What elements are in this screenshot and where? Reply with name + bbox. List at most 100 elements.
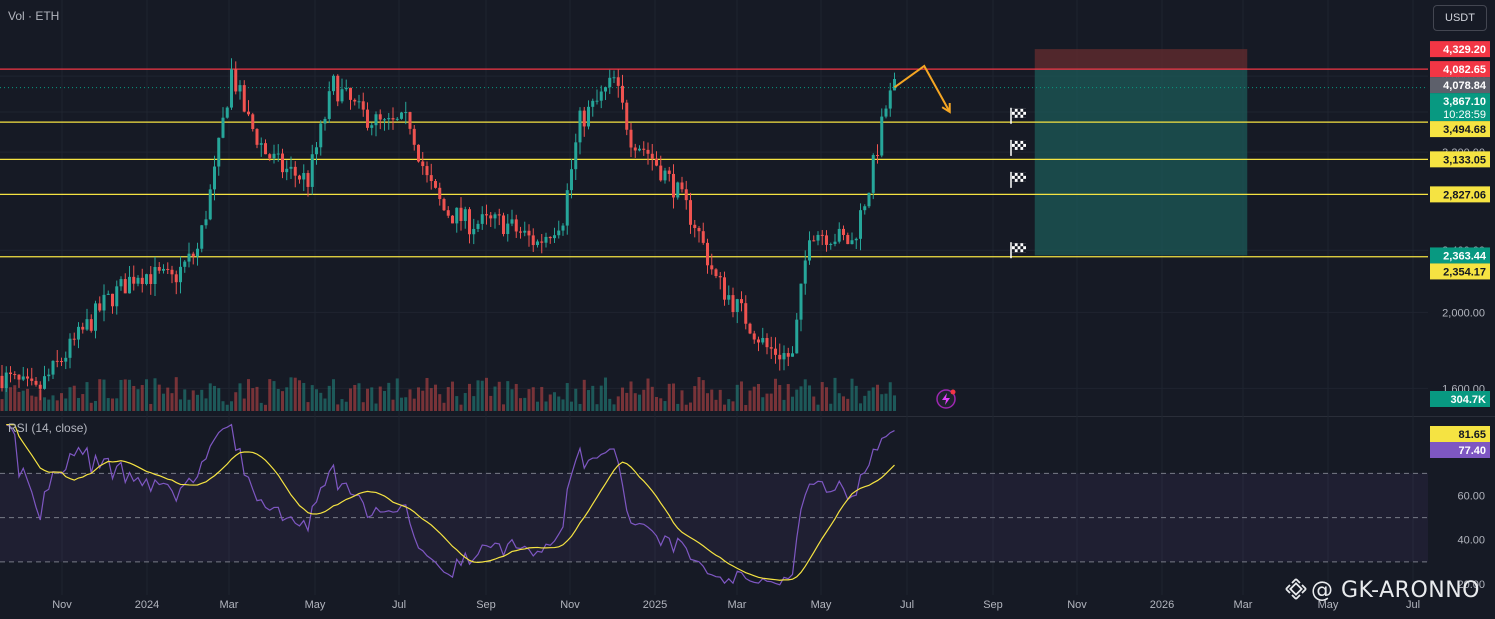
volume-bar [366, 388, 369, 411]
x-tick-label: Mar [1234, 599, 1253, 611]
candle-body [276, 153, 280, 155]
volume-bar [731, 401, 735, 411]
candle-body [251, 114, 255, 130]
volume-bar [604, 377, 607, 411]
volume-bar [723, 404, 726, 411]
volume-bar [51, 395, 55, 411]
x-tick-label: May [811, 599, 832, 611]
candle-body [166, 268, 170, 270]
volume-bar [591, 385, 595, 411]
volume-bar [612, 404, 616, 411]
flag-check [1014, 246, 1018, 250]
candle-body [867, 192, 871, 207]
volume-bar [480, 380, 484, 411]
candle-body [731, 295, 735, 313]
candle-body [893, 79, 896, 91]
volume-bar [438, 394, 442, 411]
volume-bar [672, 383, 675, 411]
volume-bar [489, 395, 493, 411]
candle-body [259, 143, 263, 145]
x-tick-label: 2026 [1150, 599, 1174, 611]
volume-bar [111, 398, 114, 411]
candle-body [264, 143, 267, 155]
volume-bar [408, 389, 412, 411]
candle-body [714, 269, 718, 277]
candle-body [268, 154, 272, 159]
volume-bar [506, 381, 510, 411]
volume-bar [9, 387, 12, 411]
volume-bar [527, 389, 531, 411]
volume-bar [387, 382, 391, 411]
price-tick-label: 2,000.00 [1442, 307, 1485, 319]
volume-bar [425, 377, 429, 411]
volume-bar [803, 379, 807, 411]
flag-cloth [1012, 172, 1026, 182]
candle-body [13, 374, 17, 376]
volume-bar [43, 397, 46, 411]
candle-body [434, 181, 437, 188]
volume-bar [659, 398, 663, 411]
volume-bar [880, 394, 884, 411]
candle-body [561, 225, 565, 231]
candle-body [455, 207, 459, 224]
candle-body [514, 219, 518, 232]
flag-check [1017, 249, 1021, 253]
candle-body [812, 240, 816, 242]
volume-bar [179, 399, 182, 411]
short-stop-zone [1034, 49, 1248, 70]
candle-body [786, 353, 790, 357]
candle-body [106, 293, 110, 295]
volume-bar [697, 377, 701, 411]
candle-body [77, 326, 80, 340]
x-tick-label: May [1318, 599, 1339, 611]
volume-bar [765, 393, 769, 411]
volume-bar [30, 395, 34, 411]
candle-body [570, 169, 573, 191]
price-label-bg [1430, 61, 1490, 78]
flag-check [1023, 108, 1026, 112]
volume-bar [0, 399, 4, 411]
volume-bar [315, 389, 318, 411]
volume-bar [128, 379, 131, 411]
candle-body [306, 173, 310, 187]
candle-body [574, 142, 578, 170]
flag-check [1012, 114, 1015, 118]
volume-bar [85, 382, 89, 411]
volume-bar [234, 392, 238, 411]
volume-bar [395, 378, 399, 411]
candle-body [816, 234, 820, 241]
x-tick-label: Mar [220, 599, 239, 611]
volume-bar [349, 388, 352, 411]
candle-body [540, 241, 544, 243]
volume-bar [786, 384, 790, 411]
volume-bar [757, 383, 760, 411]
candle-body [391, 118, 395, 120]
volume-bar [808, 385, 811, 411]
volume-bar [47, 399, 51, 411]
volume-bar [531, 387, 535, 411]
volume-bar [706, 393, 709, 411]
watermark-text: @ GK-ARONNO [1311, 578, 1480, 603]
candle-body [833, 241, 837, 244]
volume-bar [455, 396, 459, 411]
x-tick-label: Jul [900, 599, 914, 611]
candle-body [842, 228, 845, 235]
candle-body [837, 228, 841, 242]
candle-body [357, 101, 361, 103]
candle-body [646, 149, 650, 154]
volume-bar [748, 390, 752, 411]
flag-check [1012, 172, 1015, 176]
volume-bar [799, 386, 803, 411]
volume-bar [281, 391, 284, 411]
rsi-ma-line [6, 424, 895, 581]
price-label-bg [1430, 263, 1490, 280]
flag-check [1023, 178, 1026, 182]
x-tick-label: Nov [560, 599, 580, 611]
volume-bar [519, 398, 522, 411]
candle-body [310, 154, 314, 187]
volume-bar [187, 399, 191, 411]
candle-body [221, 117, 225, 138]
currency-button[interactable]: USDT [1433, 5, 1487, 31]
volume-bar [357, 383, 361, 411]
